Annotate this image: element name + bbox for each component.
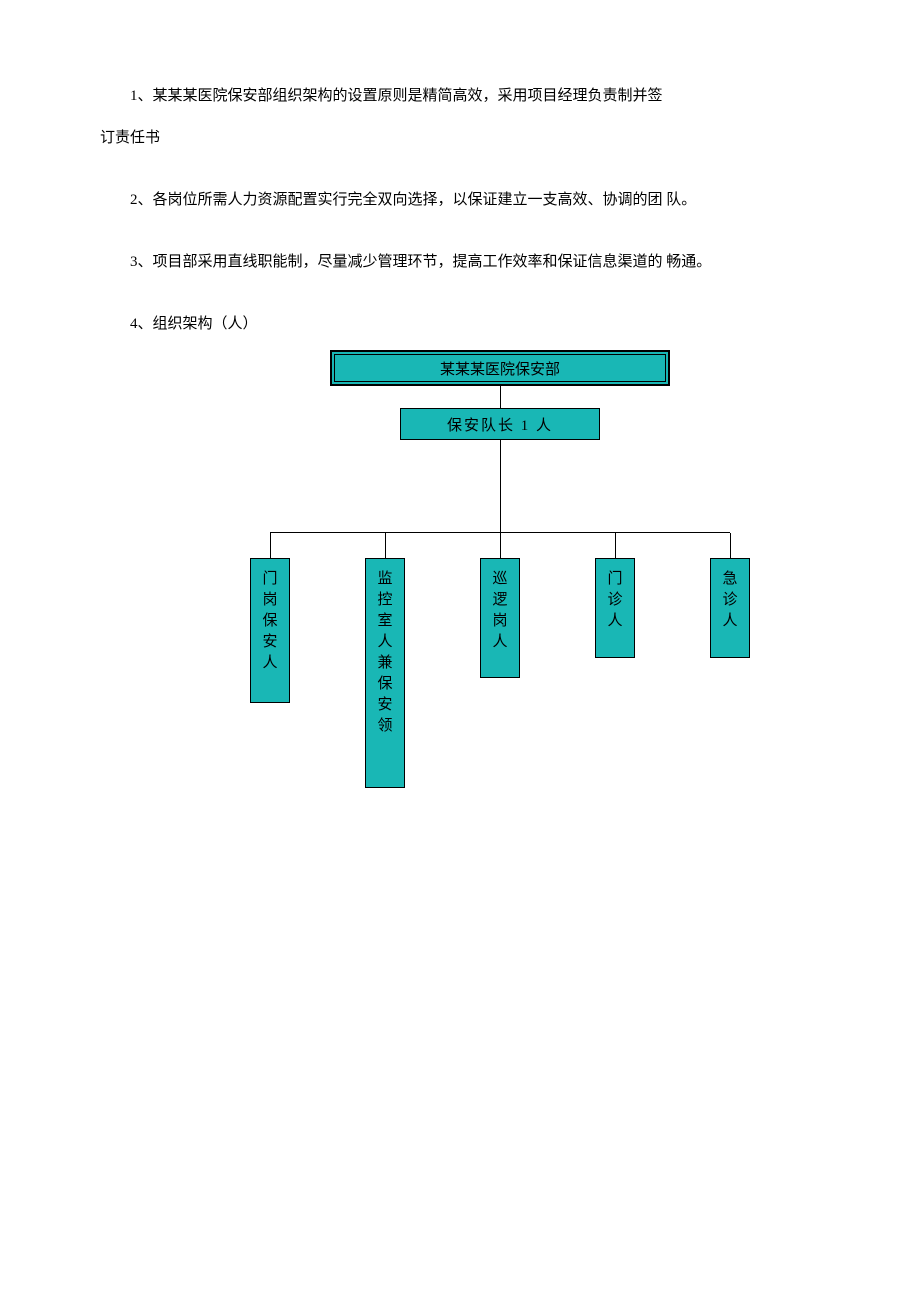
org-leaf-connector: [615, 533, 616, 558]
paragraph-3: 3、项目部采用直线职能制，尽量减少管理环节，提高工作效率和保证信息渠道的 畅通。: [100, 241, 820, 283]
org-leaf-char: 室: [377, 611, 392, 632]
paragraph-4: 4、组织架构（人）: [100, 303, 820, 345]
org-leaf-box: 巡逻岗人: [480, 558, 520, 678]
org-leaf-box: 门诊人: [595, 558, 635, 658]
org-leaf-char: 领: [377, 716, 392, 737]
org-chart: 某某某医院保安部 保安队长 1 人 门岗保安人监控室人兼保安领巡逻岗人门诊人急诊…: [220, 350, 780, 813]
org-leaf-char: 急: [722, 569, 737, 590]
org-leaf-char: 安: [262, 632, 277, 653]
org-leaf-char: 人: [492, 632, 507, 653]
org-leaf-char: 人: [377, 632, 392, 653]
org-leaf-slot: 监控室人兼保安领: [365, 533, 405, 813]
org-leaf-char: 诊: [607, 590, 622, 611]
org-leaf-char: 保: [377, 674, 392, 695]
org-leaf-slot: 门岗保安人: [250, 533, 290, 813]
org-leaf-char: 人: [607, 611, 622, 632]
org-leaf-box: 急诊人: [710, 558, 750, 658]
org-leaf-char: 门: [607, 569, 622, 590]
paragraph-2: 2、各岗位所需人力资源配置实行完全双向选择，以保证建立一支高效、协调的团 队。: [100, 179, 820, 221]
org-leaf-row: 门岗保安人监控室人兼保安领巡逻岗人门诊人急诊人: [250, 533, 750, 813]
org-leaf-char: 逻: [492, 590, 507, 611]
org-mid-box: 保安队长 1 人: [400, 408, 600, 440]
org-leaf-connector: [270, 533, 271, 558]
connector-v2: [500, 440, 501, 532]
org-leaf-char: 监: [377, 569, 392, 590]
org-leaf-char: 人: [262, 653, 277, 674]
org-leaf-char: 岗: [262, 590, 277, 611]
org-leaf-char: 控: [377, 590, 392, 611]
org-leaf-char: 诊: [722, 590, 737, 611]
org-leaf-char: 岗: [492, 611, 507, 632]
org-leaf-connector: [500, 533, 501, 558]
org-leaf-char: 安: [377, 695, 392, 716]
org-leaf-char: 保: [262, 611, 277, 632]
org-leaf-box: 监控室人兼保安领: [365, 558, 405, 788]
org-leaf-connector: [385, 533, 386, 558]
org-mid-label: 保安队长 1 人: [447, 414, 553, 435]
paragraph-1-line1: 1、某某某医院保安部组织架构的设置原则是精简高效，采用项目经理负责制并签: [100, 75, 820, 117]
paragraph-1-line2: 订责任书: [100, 117, 820, 159]
org-leaf-box: 门岗保安人: [250, 558, 290, 703]
connector-v1: [500, 386, 501, 408]
org-leaf-char: 门: [262, 569, 277, 590]
org-leaf-char: 兼: [377, 653, 392, 674]
org-top-box: 某某某医院保安部: [330, 350, 670, 386]
org-top-label: 某某某医院保安部: [440, 358, 560, 379]
org-leaf-slot: 急诊人: [710, 533, 750, 813]
org-leaf-char: 人: [722, 611, 737, 632]
org-leaf-char: 巡: [492, 569, 507, 590]
org-leaf-slot: 门诊人: [595, 533, 635, 813]
org-leaf-connector: [730, 533, 731, 558]
org-leaf-slot: 巡逻岗人: [480, 533, 520, 813]
